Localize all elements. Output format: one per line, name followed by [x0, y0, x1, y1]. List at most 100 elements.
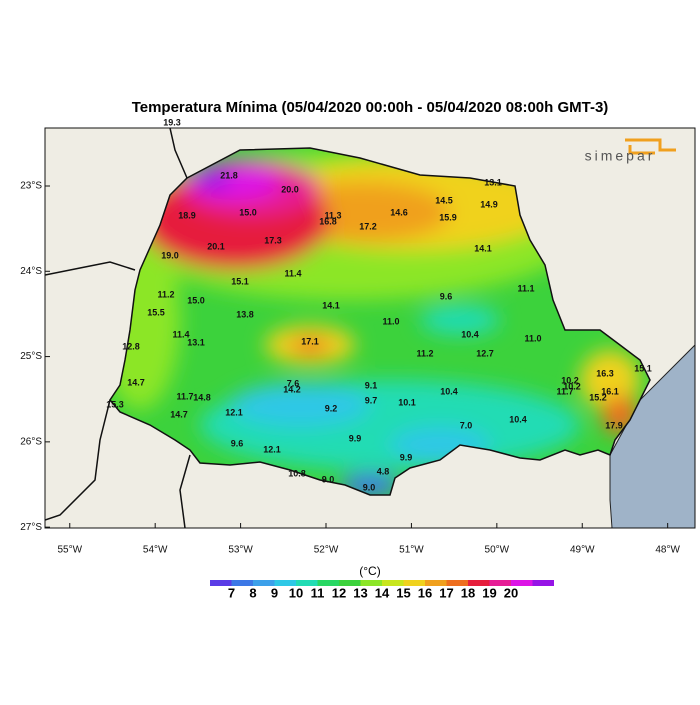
colorbar-swatch — [317, 580, 339, 586]
station-value: 16.1 — [601, 386, 619, 396]
station-value: 4.8 — [377, 466, 390, 476]
station-value: 14.1 — [474, 243, 492, 253]
station-value: 7.0 — [460, 420, 473, 430]
colorbar-tick-label: 11 — [311, 585, 325, 600]
station-value: 10.1 — [398, 397, 416, 407]
station-value: 10.4 — [440, 386, 458, 396]
station-value: 11.3 — [324, 210, 341, 220]
station-value: 15.1 — [231, 276, 249, 286]
station-value: 12.1 — [225, 407, 243, 417]
lon-tick-label: 49°W — [570, 545, 595, 556]
lat-tick-label: 26°S — [20, 436, 42, 447]
border-line — [45, 399, 111, 521]
lon-tick-label: 52°W — [314, 545, 339, 556]
station-value: 20.0 — [281, 184, 299, 194]
station-value: 11.2 — [416, 348, 433, 358]
station-value: 12.8 — [122, 341, 140, 351]
colorbar-tick-label: 14 — [375, 585, 390, 600]
colorbar-swatch — [468, 580, 490, 586]
lon-tick-label: 51°W — [399, 545, 424, 556]
station-value: 9.6 — [231, 438, 244, 448]
station-value: 10.2 — [561, 375, 579, 385]
lat-tick-label: 24°S — [20, 266, 42, 277]
lon-tick-label: 55°W — [57, 545, 82, 556]
station-value: 14.7 — [170, 409, 188, 419]
lon-tick-label: 48°W — [655, 545, 680, 556]
border-line — [169, 128, 188, 179]
map-title: Temperatura Mínima (05/04/2020 00:00h - … — [132, 99, 609, 116]
station-value: 9.2 — [325, 403, 338, 413]
colorbar-swatch — [403, 580, 425, 586]
state-outline — [109, 147, 651, 496]
station-value: 18.9 — [178, 210, 196, 220]
colorbar-tick-label: 18 — [461, 585, 475, 600]
colorbar-tick-label: 13 — [353, 585, 367, 600]
station-value: 15.1 — [634, 363, 652, 373]
station-value: 21.8 — [220, 170, 238, 180]
station-value: 10.4 — [461, 329, 479, 339]
lat-tick-label: 25°S — [20, 351, 42, 362]
logo: simepar — [585, 138, 676, 164]
colorbar-swatch — [511, 580, 533, 586]
colorbar-tick-label: 8 — [249, 585, 256, 600]
station-value: 14.9 — [480, 199, 498, 209]
station-value: 14.1 — [322, 300, 340, 310]
colorbar-tick-label: 20 — [504, 585, 518, 600]
station-value: 11.4 — [284, 268, 301, 278]
colorbar-tick-label: 17 — [439, 585, 453, 600]
station-value: 9.0 — [322, 474, 335, 484]
station-value: 14.2 — [283, 384, 301, 394]
station-value: 11.4 — [172, 329, 189, 339]
colorbar-tick-label: 12 — [332, 585, 346, 600]
colorbar-swatch — [231, 580, 253, 586]
station-value: 11.7 — [556, 386, 573, 396]
station-value: 20.1 — [207, 241, 225, 251]
station-value: 15.0 — [239, 207, 257, 217]
station-value: 16.8 — [319, 216, 337, 226]
colorbar-swatch — [382, 580, 404, 586]
station-value: 17.1 — [301, 336, 319, 346]
station-value: 19.3 — [163, 117, 181, 127]
map-frame — [44, 127, 696, 529]
station-value: 14.8 — [193, 392, 211, 402]
station-value: 13.1 — [187, 337, 205, 347]
colorbar-swatch — [532, 580, 554, 586]
station-value: 9.7 — [365, 395, 378, 405]
station-value: 14.5 — [435, 195, 453, 205]
station-value: 11.0 — [524, 333, 541, 343]
temperature-field — [110, 148, 650, 495]
station-value: 17.9 — [605, 420, 623, 430]
station-value: 13.8 — [236, 309, 254, 319]
station-value: 15.0 — [187, 295, 205, 305]
colorbar-tick-label: 16 — [418, 585, 432, 600]
station-value: 9.9 — [349, 433, 362, 443]
station-value: 15.2 — [589, 392, 607, 402]
station-value: 14.6 — [390, 207, 408, 217]
station-value: 16.3 — [596, 368, 614, 378]
station-value: 12.1 — [263, 444, 281, 454]
station-value: 11.1 — [517, 283, 534, 293]
station-value: 11.0 — [382, 316, 399, 326]
logo-text: simepar — [585, 148, 656, 164]
station-value: 17.2 — [359, 221, 377, 231]
station-value: 10.8 — [288, 468, 306, 478]
colorbar-label: (°C) — [359, 564, 380, 578]
colorbar-swatch — [274, 580, 296, 586]
border-line — [179, 454, 191, 528]
colorbar-swatch — [253, 580, 275, 586]
station-value: 11.7 — [176, 391, 193, 401]
map-area — [45, 128, 695, 528]
colorbar-swatch — [210, 580, 232, 586]
lat-tick-label: 23°S — [20, 181, 42, 192]
colorbar-tick-label: 7 — [228, 585, 235, 600]
lon-tick-label: 53°W — [228, 545, 253, 556]
border-line — [45, 261, 136, 276]
lon-tick-label: 54°W — [143, 545, 168, 556]
colorbar-tick-label: 9 — [271, 585, 278, 600]
station-value: 13.1 — [484, 177, 502, 187]
station-value: 9.0 — [363, 482, 376, 492]
station-value: 12.7 — [476, 348, 494, 358]
colorbar-tick-label: 10 — [289, 585, 303, 600]
lon-tick-label: 50°W — [485, 545, 510, 556]
